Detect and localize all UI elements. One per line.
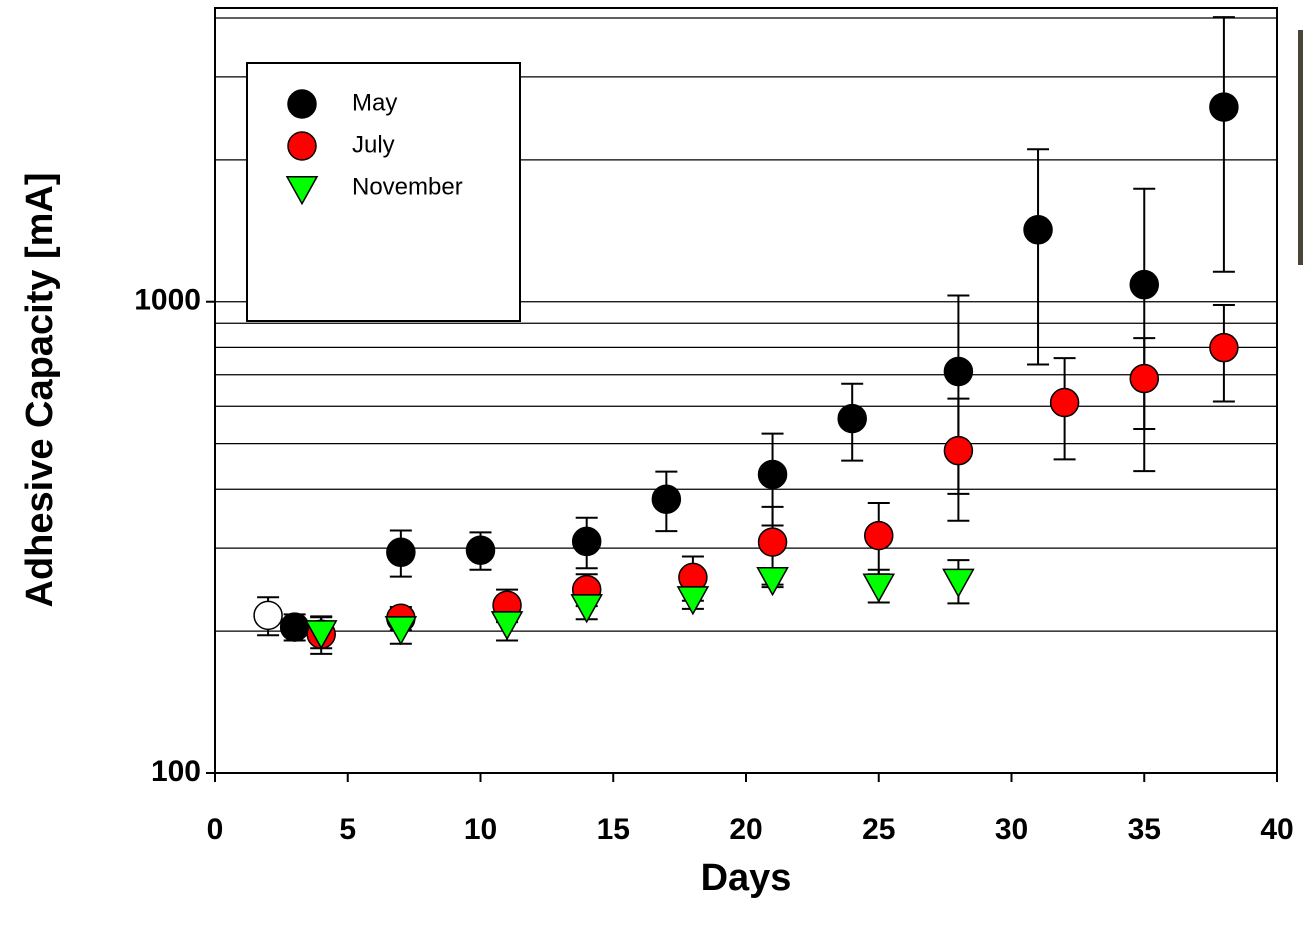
x-tick-label: 10 bbox=[464, 813, 497, 846]
legend-label: November bbox=[352, 173, 463, 200]
x-tick-label: 20 bbox=[729, 813, 762, 846]
legend-marker bbox=[285, 176, 319, 206]
data-point bbox=[304, 620, 338, 650]
legend-marker bbox=[287, 131, 317, 161]
data-point bbox=[756, 567, 789, 597]
data-point bbox=[571, 526, 602, 557]
error-bar bbox=[1027, 148, 1050, 366]
data-point bbox=[864, 520, 894, 551]
data-point bbox=[465, 535, 496, 565]
data-point bbox=[862, 573, 896, 603]
data-point bbox=[570, 594, 603, 624]
axes: 100 1000 0 5 10 15 20 25 30 35 40 bbox=[134, 284, 1293, 846]
data-point bbox=[1209, 332, 1239, 363]
x-tick-label: 25 bbox=[862, 813, 895, 846]
data-point bbox=[1129, 269, 1159, 300]
x-tick-label: 35 bbox=[1128, 813, 1161, 846]
cropped-image-edge bbox=[1298, 30, 1303, 265]
data-point bbox=[490, 611, 524, 641]
data-point bbox=[1023, 215, 1053, 245]
data-point bbox=[1209, 92, 1239, 122]
marks bbox=[253, 16, 1239, 655]
data-point bbox=[942, 568, 975, 598]
data-point bbox=[943, 356, 974, 387]
data-point bbox=[1129, 363, 1159, 394]
data-point bbox=[651, 484, 682, 514]
data-point bbox=[837, 403, 867, 434]
data-point bbox=[676, 586, 710, 616]
x-tick-label: 30 bbox=[995, 813, 1028, 846]
data-point bbox=[1049, 387, 1080, 418]
data-point bbox=[757, 527, 788, 557]
x-axis-title: Days bbox=[701, 857, 792, 899]
legend: May July November bbox=[246, 62, 521, 322]
data-point bbox=[943, 435, 974, 466]
data-point bbox=[757, 459, 788, 490]
x-tick-label: 15 bbox=[597, 813, 630, 846]
x-tick-label: 40 bbox=[1260, 813, 1293, 846]
y-axis-title: Adhesive Capacity [mA] bbox=[19, 172, 61, 607]
x-tick-label: 0 bbox=[207, 813, 224, 846]
data-point bbox=[253, 600, 283, 631]
x-tick-label: 5 bbox=[339, 813, 356, 846]
y-tick-label: 100 bbox=[151, 755, 201, 788]
data-point bbox=[386, 537, 416, 568]
y-tick-label: 1000 bbox=[134, 284, 201, 317]
data-point bbox=[384, 616, 418, 646]
legend-label: July bbox=[352, 131, 395, 158]
legend-marker bbox=[287, 89, 317, 119]
data-point bbox=[279, 612, 310, 642]
legend-label: May bbox=[352, 89, 397, 116]
error-bar bbox=[1212, 16, 1235, 273]
